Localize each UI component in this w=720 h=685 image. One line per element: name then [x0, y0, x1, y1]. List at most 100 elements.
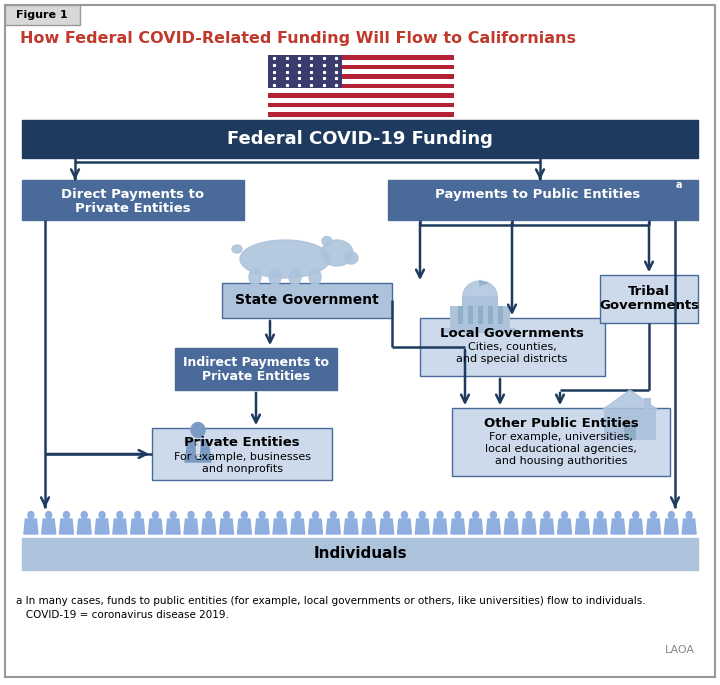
Polygon shape	[362, 519, 376, 534]
Polygon shape	[415, 519, 429, 534]
Polygon shape	[557, 519, 572, 534]
Ellipse shape	[615, 512, 621, 519]
Polygon shape	[77, 519, 91, 534]
FancyBboxPatch shape	[22, 538, 698, 570]
Polygon shape	[522, 519, 536, 534]
Polygon shape	[202, 519, 216, 534]
FancyBboxPatch shape	[222, 283, 392, 318]
Text: Other Public Entities: Other Public Entities	[484, 416, 639, 429]
FancyBboxPatch shape	[604, 410, 656, 440]
Text: Individuals: Individuals	[313, 547, 407, 562]
Polygon shape	[629, 519, 643, 534]
FancyBboxPatch shape	[498, 306, 503, 324]
FancyBboxPatch shape	[644, 398, 651, 412]
FancyBboxPatch shape	[444, 328, 516, 333]
Text: a In many cases, funds to public entities (for example, local governments or oth: a In many cases, funds to public entitie…	[16, 596, 646, 606]
Text: Tribal: Tribal	[628, 284, 670, 297]
Text: Local Governments: Local Governments	[440, 327, 584, 340]
Ellipse shape	[344, 252, 358, 264]
Ellipse shape	[63, 512, 69, 519]
Ellipse shape	[348, 512, 354, 519]
Text: and nonprofits: and nonprofits	[202, 464, 282, 474]
FancyBboxPatch shape	[22, 180, 244, 220]
Polygon shape	[469, 519, 482, 534]
FancyBboxPatch shape	[420, 318, 605, 376]
Polygon shape	[682, 519, 696, 534]
Ellipse shape	[170, 512, 176, 519]
FancyBboxPatch shape	[268, 69, 454, 74]
Text: Federal COVID-19 Funding: Federal COVID-19 Funding	[227, 130, 493, 148]
Ellipse shape	[312, 512, 318, 519]
Ellipse shape	[455, 512, 461, 519]
Polygon shape	[255, 519, 269, 534]
Ellipse shape	[580, 512, 585, 519]
FancyBboxPatch shape	[450, 306, 510, 328]
Polygon shape	[575, 519, 590, 534]
Polygon shape	[433, 519, 447, 534]
Polygon shape	[95, 519, 109, 534]
FancyBboxPatch shape	[268, 103, 454, 108]
Text: Private Entities: Private Entities	[184, 436, 300, 449]
Ellipse shape	[294, 512, 301, 519]
Ellipse shape	[651, 512, 657, 519]
Text: Cities, counties,: Cities, counties,	[467, 342, 557, 352]
FancyBboxPatch shape	[268, 74, 454, 79]
Ellipse shape	[562, 512, 567, 519]
Polygon shape	[611, 519, 625, 534]
Text: Indirect Payments to: Indirect Payments to	[183, 356, 329, 369]
Polygon shape	[540, 519, 554, 534]
Ellipse shape	[135, 512, 140, 519]
Ellipse shape	[277, 512, 283, 519]
Ellipse shape	[544, 512, 550, 519]
Ellipse shape	[437, 512, 443, 519]
FancyBboxPatch shape	[268, 64, 454, 69]
Ellipse shape	[206, 512, 212, 519]
FancyBboxPatch shape	[268, 79, 454, 84]
Ellipse shape	[45, 512, 52, 519]
Ellipse shape	[117, 512, 123, 519]
Polygon shape	[60, 519, 73, 534]
Text: and housing authorities: and housing authorities	[495, 456, 627, 466]
Ellipse shape	[366, 512, 372, 519]
Text: Payments to Public Entities: Payments to Public Entities	[436, 188, 641, 201]
Ellipse shape	[508, 512, 514, 519]
FancyBboxPatch shape	[5, 5, 80, 25]
Polygon shape	[602, 390, 658, 410]
Ellipse shape	[249, 269, 261, 285]
Text: a: a	[676, 180, 683, 190]
Ellipse shape	[419, 512, 426, 519]
Ellipse shape	[490, 512, 496, 519]
Polygon shape	[344, 519, 358, 534]
Polygon shape	[451, 519, 465, 534]
FancyBboxPatch shape	[152, 428, 332, 480]
FancyBboxPatch shape	[488, 306, 493, 324]
Ellipse shape	[240, 240, 330, 278]
FancyBboxPatch shape	[268, 55, 454, 60]
Ellipse shape	[99, 512, 105, 519]
FancyBboxPatch shape	[452, 408, 670, 476]
Ellipse shape	[28, 512, 34, 519]
Ellipse shape	[633, 512, 639, 519]
FancyBboxPatch shape	[462, 296, 498, 306]
Polygon shape	[166, 519, 180, 534]
Polygon shape	[309, 519, 323, 534]
FancyBboxPatch shape	[268, 84, 454, 88]
Ellipse shape	[153, 512, 158, 519]
Text: Direct Payments to: Direct Payments to	[61, 188, 204, 201]
Polygon shape	[273, 519, 287, 534]
Polygon shape	[220, 519, 233, 534]
FancyBboxPatch shape	[600, 275, 698, 323]
Text: LAOA: LAOA	[665, 645, 695, 655]
Polygon shape	[326, 519, 341, 534]
Polygon shape	[504, 519, 518, 534]
FancyBboxPatch shape	[388, 180, 698, 220]
Ellipse shape	[188, 512, 194, 519]
Ellipse shape	[309, 269, 321, 285]
Ellipse shape	[81, 512, 87, 519]
Ellipse shape	[402, 512, 408, 519]
FancyBboxPatch shape	[268, 60, 454, 64]
Text: COVID-19 = coronavirus disease 2019.: COVID-19 = coronavirus disease 2019.	[16, 610, 229, 620]
Ellipse shape	[321, 240, 353, 266]
Polygon shape	[291, 519, 305, 534]
Text: Private Entities: Private Entities	[202, 369, 310, 382]
